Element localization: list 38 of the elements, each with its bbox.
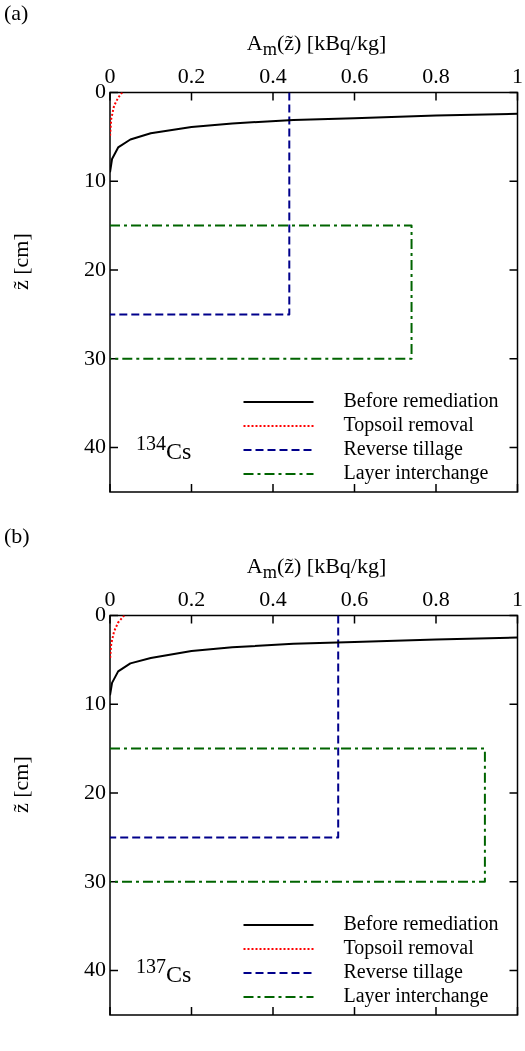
x-tick-label: 0.8 (422, 62, 450, 88)
y-tick-label: 10 (84, 689, 106, 715)
x-axis-title: A$_{m}$(z̃) [kBq/kg] (245, 553, 388, 584)
x-tick-label: 0.6 (340, 62, 369, 88)
x-axis-title: A$_{m}$(z̃) [kBq/kg] (245, 30, 388, 61)
y-tick-label: 10 (84, 166, 106, 192)
x-tick-label: 0.8 (422, 585, 450, 611)
legend-label: Layer interchange (343, 984, 489, 1008)
x-tick-label: 1 (512, 62, 523, 88)
x-tick-label: 0.2 (177, 585, 206, 611)
legend-label: Before remediation (343, 912, 499, 935)
y-tick-label: 30 (84, 344, 106, 370)
y-tick-label: 40 (84, 956, 106, 982)
legend-label: Reverse tillage (343, 960, 464, 984)
x-tick-label: 0.6 (340, 585, 369, 611)
y-tick-label: 0 (95, 601, 106, 627)
legend-label: Reverse tillage (343, 437, 464, 461)
y-tick-label: 20 (84, 778, 106, 804)
y-axis-title: z̃ [cm] (8, 756, 34, 813)
legend-label: Before remediation (343, 389, 499, 412)
y-tick-label: 40 (84, 433, 106, 459)
text: (a) (4, 0, 29, 26)
line-series (110, 92, 124, 138)
y-tick-label: 30 (84, 867, 106, 893)
x-tick-label: 0.4 (259, 585, 287, 611)
y-axis-title: z̃ [cm] (8, 233, 34, 290)
x-tick-label: 0.4 (259, 62, 287, 88)
y-tick-label: 20 (84, 255, 106, 281)
x-tick-label: 0.2 (177, 62, 206, 88)
text: (b) (4, 523, 30, 549)
annotation: $^{137}$Cs (136, 955, 192, 988)
y-tick-label: 0 (95, 78, 106, 104)
line-series (110, 615, 126, 661)
legend-label: Layer interchange (343, 461, 489, 485)
x-tick-label: 1 (512, 585, 523, 611)
annotation: $^{134}$Cs (136, 432, 192, 465)
legend-label: Topsoil removal (343, 936, 475, 960)
legend-label: Topsoil removal (343, 413, 475, 437)
